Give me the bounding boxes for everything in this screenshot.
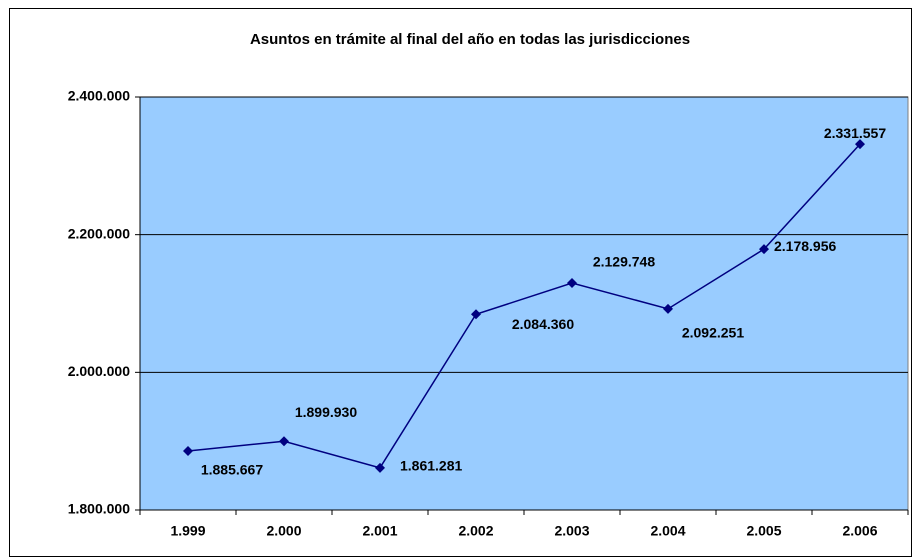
y-tick-label: 2.000.000 [68, 363, 130, 379]
y-tick-label: 2.400.000 [68, 88, 130, 104]
x-tick-label: 2.004 [650, 523, 685, 539]
data-point [759, 244, 769, 255]
x-tick-label: 2.003 [554, 523, 589, 539]
data-point [663, 303, 673, 314]
data-label: 2.084.360 [512, 316, 574, 332]
plot-area [139, 96, 909, 511]
data-point [279, 436, 289, 447]
data-point [375, 462, 385, 473]
chart-title: Asuntos en trámite al final del año en t… [250, 31, 690, 48]
data-label: 1.885.667 [201, 462, 263, 478]
data-label: 2.092.251 [682, 325, 744, 341]
x-tick-label: 2.000 [266, 523, 301, 539]
x-tick-label: 2.001 [362, 523, 397, 539]
data-label: 1.861.281 [400, 458, 462, 474]
data-label: 2.331.557 [824, 125, 886, 141]
data-label: 2.129.748 [593, 254, 655, 270]
data-point [183, 446, 193, 457]
series-line [187, 143, 861, 469]
x-tick-label: 1.999 [170, 523, 205, 539]
data-label: 2.178.956 [774, 238, 836, 254]
x-tick-label: 2.002 [458, 523, 493, 539]
x-tick-label: 2.006 [842, 523, 877, 539]
data-point [567, 278, 577, 289]
y-tick-label: 1.800.000 [68, 501, 130, 517]
data-point [471, 309, 481, 320]
x-tick-label: 2.005 [746, 523, 781, 539]
y-tick-label: 2.200.000 [68, 225, 130, 241]
data-label: 1.899.930 [295, 404, 357, 420]
data-point [855, 139, 865, 150]
